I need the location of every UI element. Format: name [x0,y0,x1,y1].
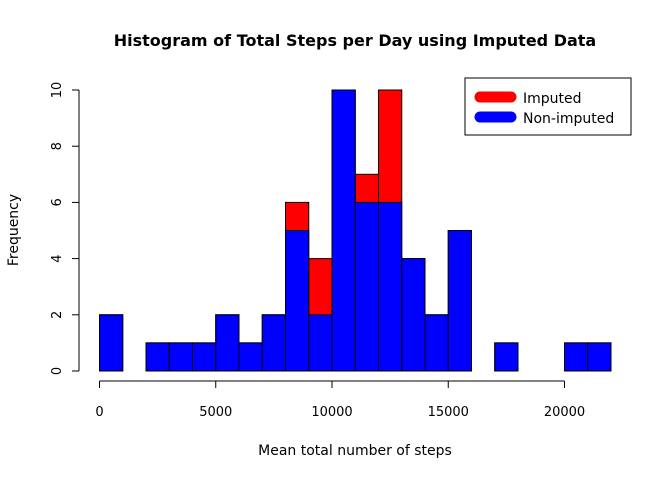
non-imputed-bar [261,314,286,372]
x-axis-label: Mean total number of steps [258,443,452,459]
x-tick-label: 5000 [199,405,232,420]
non-imputed-bar [331,89,356,372]
legend-box [464,77,632,136]
y-tick-label: 10 [50,82,65,99]
legend: Imputed Non-imputed [464,77,632,136]
non-imputed-bar [145,342,170,372]
legend-label-imputed: Imputed [523,91,582,107]
y-tick-label: 2 [50,311,65,319]
x-tick-label: 20000 [544,405,585,420]
non-imputed-bar [424,314,449,372]
non-imputed-bar [192,342,217,372]
non-imputed-bar [447,230,472,372]
x-axis: 0 5000 10000 15000 20000 [95,380,585,420]
x-tick-label: 0 [95,405,103,420]
non-imputed-bar [354,201,379,372]
y-tick-label: 6 [50,198,65,206]
non-imputed-series [99,89,612,372]
y-axis: 0 2 4 6 8 10 [50,82,80,375]
non-imputed-bar [494,342,519,372]
x-tick-label: 10000 [311,405,352,420]
y-axis-label: Frequency [6,194,22,266]
y-tick-label: 8 [50,142,65,150]
chart-title: Histogram of Total Steps per Day using I… [114,31,596,50]
non-imputed-bar [378,201,403,372]
legend-label-non-imputed: Non-imputed [523,111,614,127]
y-tick-label: 0 [50,367,65,375]
non-imputed-bar [215,314,240,372]
non-imputed-bar [564,342,589,372]
non-imputed-bar [401,258,426,372]
non-imputed-bar [99,314,124,372]
non-imputed-bar [285,230,310,372]
non-imputed-bar [308,314,333,372]
x-tick-label: 15000 [428,405,469,420]
non-imputed-bar [587,342,612,372]
y-tick-label: 4 [50,254,65,262]
non-imputed-bar [168,342,193,372]
non-imputed-bar [238,342,263,372]
